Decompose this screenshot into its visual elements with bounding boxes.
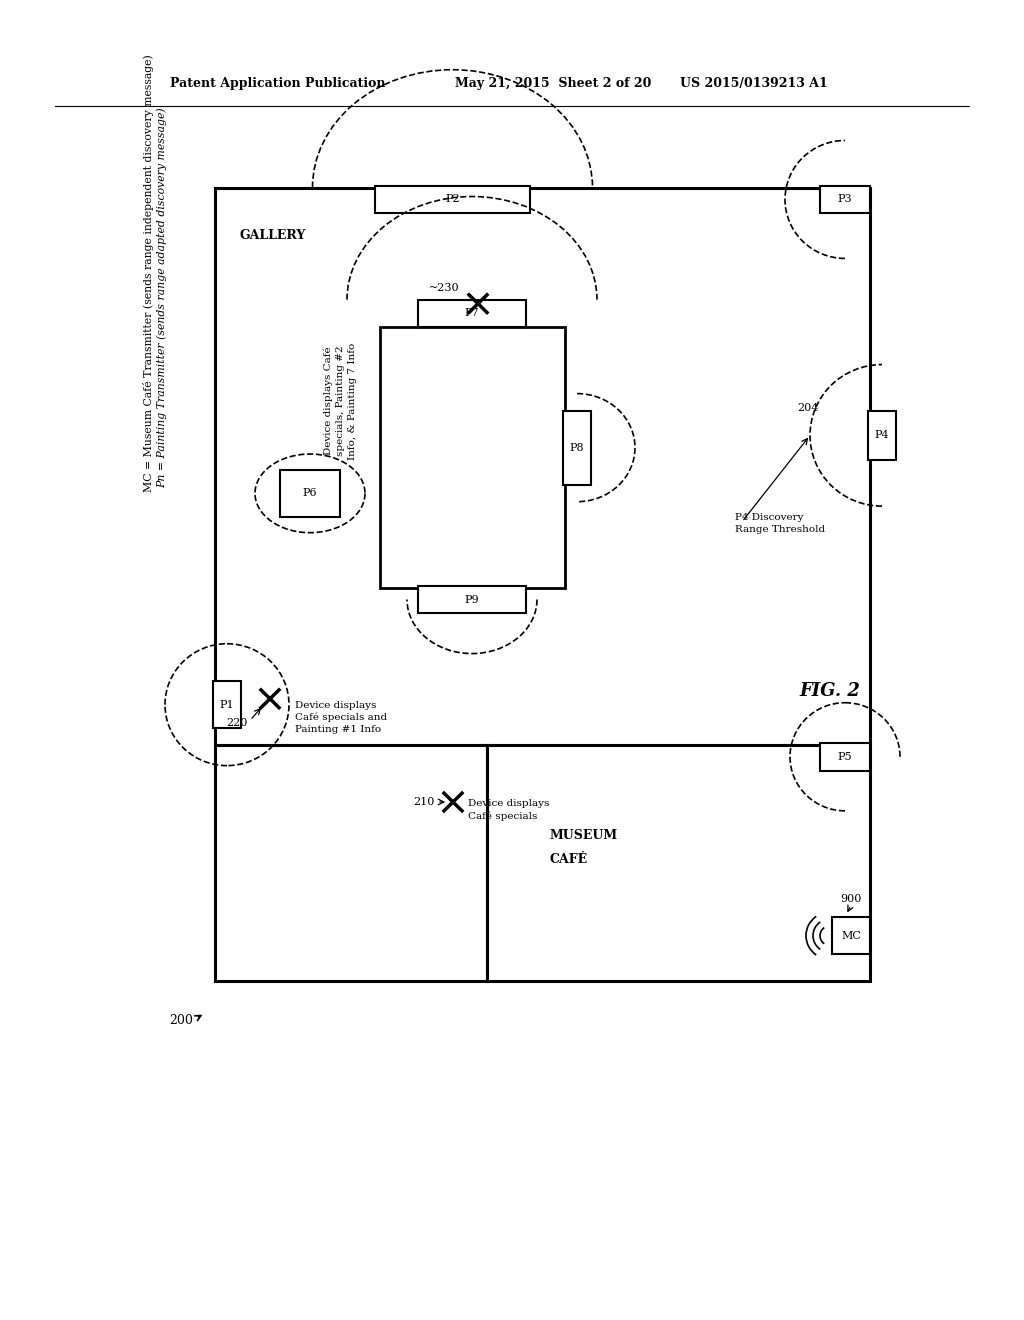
Text: P8: P8 <box>569 442 585 453</box>
Bar <box>418 586 526 614</box>
Text: P3: P3 <box>838 194 852 205</box>
Text: FIG. 2: FIG. 2 <box>800 682 860 700</box>
Text: 200: 200 <box>169 1014 193 1027</box>
Text: Pn = Painting Transmitter (sends range adapted discovery message): Pn = Painting Transmitter (sends range a… <box>157 107 167 488</box>
Text: US 2015/0139213 A1: US 2015/0139213 A1 <box>680 77 827 90</box>
Bar <box>280 470 340 517</box>
Text: Device displays
Café specials and
Painting #1 Info: Device displays Café specials and Painti… <box>295 701 387 734</box>
Text: ~230: ~230 <box>429 282 460 293</box>
Text: Patent Application Publication: Patent Application Publication <box>170 77 385 90</box>
Bar <box>820 186 870 214</box>
Text: 210: 210 <box>414 797 435 807</box>
Bar <box>213 681 241 729</box>
Bar <box>418 300 526 327</box>
Text: 204: 204 <box>798 403 818 413</box>
Text: MC = Museum Café Transmitter (sends range independent discovery message): MC = Museum Café Transmitter (sends rang… <box>142 54 154 492</box>
Text: P2: P2 <box>445 194 460 205</box>
Bar <box>380 327 565 587</box>
Text: MC: MC <box>841 931 861 941</box>
Bar <box>375 186 530 214</box>
Bar <box>563 411 591 484</box>
Text: Device displays
Café specials: Device displays Café specials <box>468 799 549 821</box>
Bar <box>215 187 870 744</box>
Bar <box>215 744 487 981</box>
Text: CAFÉ: CAFÉ <box>550 853 588 866</box>
Text: 220: 220 <box>226 718 248 729</box>
Text: P9: P9 <box>465 594 479 605</box>
Text: 900: 900 <box>841 895 861 904</box>
Bar <box>868 411 896 459</box>
Text: MUSEUM: MUSEUM <box>550 829 618 842</box>
Bar <box>831 917 870 954</box>
Text: P4: P4 <box>874 430 889 441</box>
Text: GALLERY: GALLERY <box>240 228 306 242</box>
Text: P4 Discovery
Range Threshold: P4 Discovery Range Threshold <box>735 513 825 535</box>
Text: P6: P6 <box>303 488 317 499</box>
Bar <box>487 744 870 981</box>
Text: Device displays Café
specials, Painting #2
Info, & Painting 7 Info: Device displays Café specials, Painting … <box>324 342 356 459</box>
Text: P1: P1 <box>220 700 234 710</box>
Bar <box>820 743 870 771</box>
Text: P7: P7 <box>465 309 479 318</box>
Text: May 21, 2015  Sheet 2 of 20: May 21, 2015 Sheet 2 of 20 <box>455 77 651 90</box>
Text: P5: P5 <box>838 752 852 762</box>
